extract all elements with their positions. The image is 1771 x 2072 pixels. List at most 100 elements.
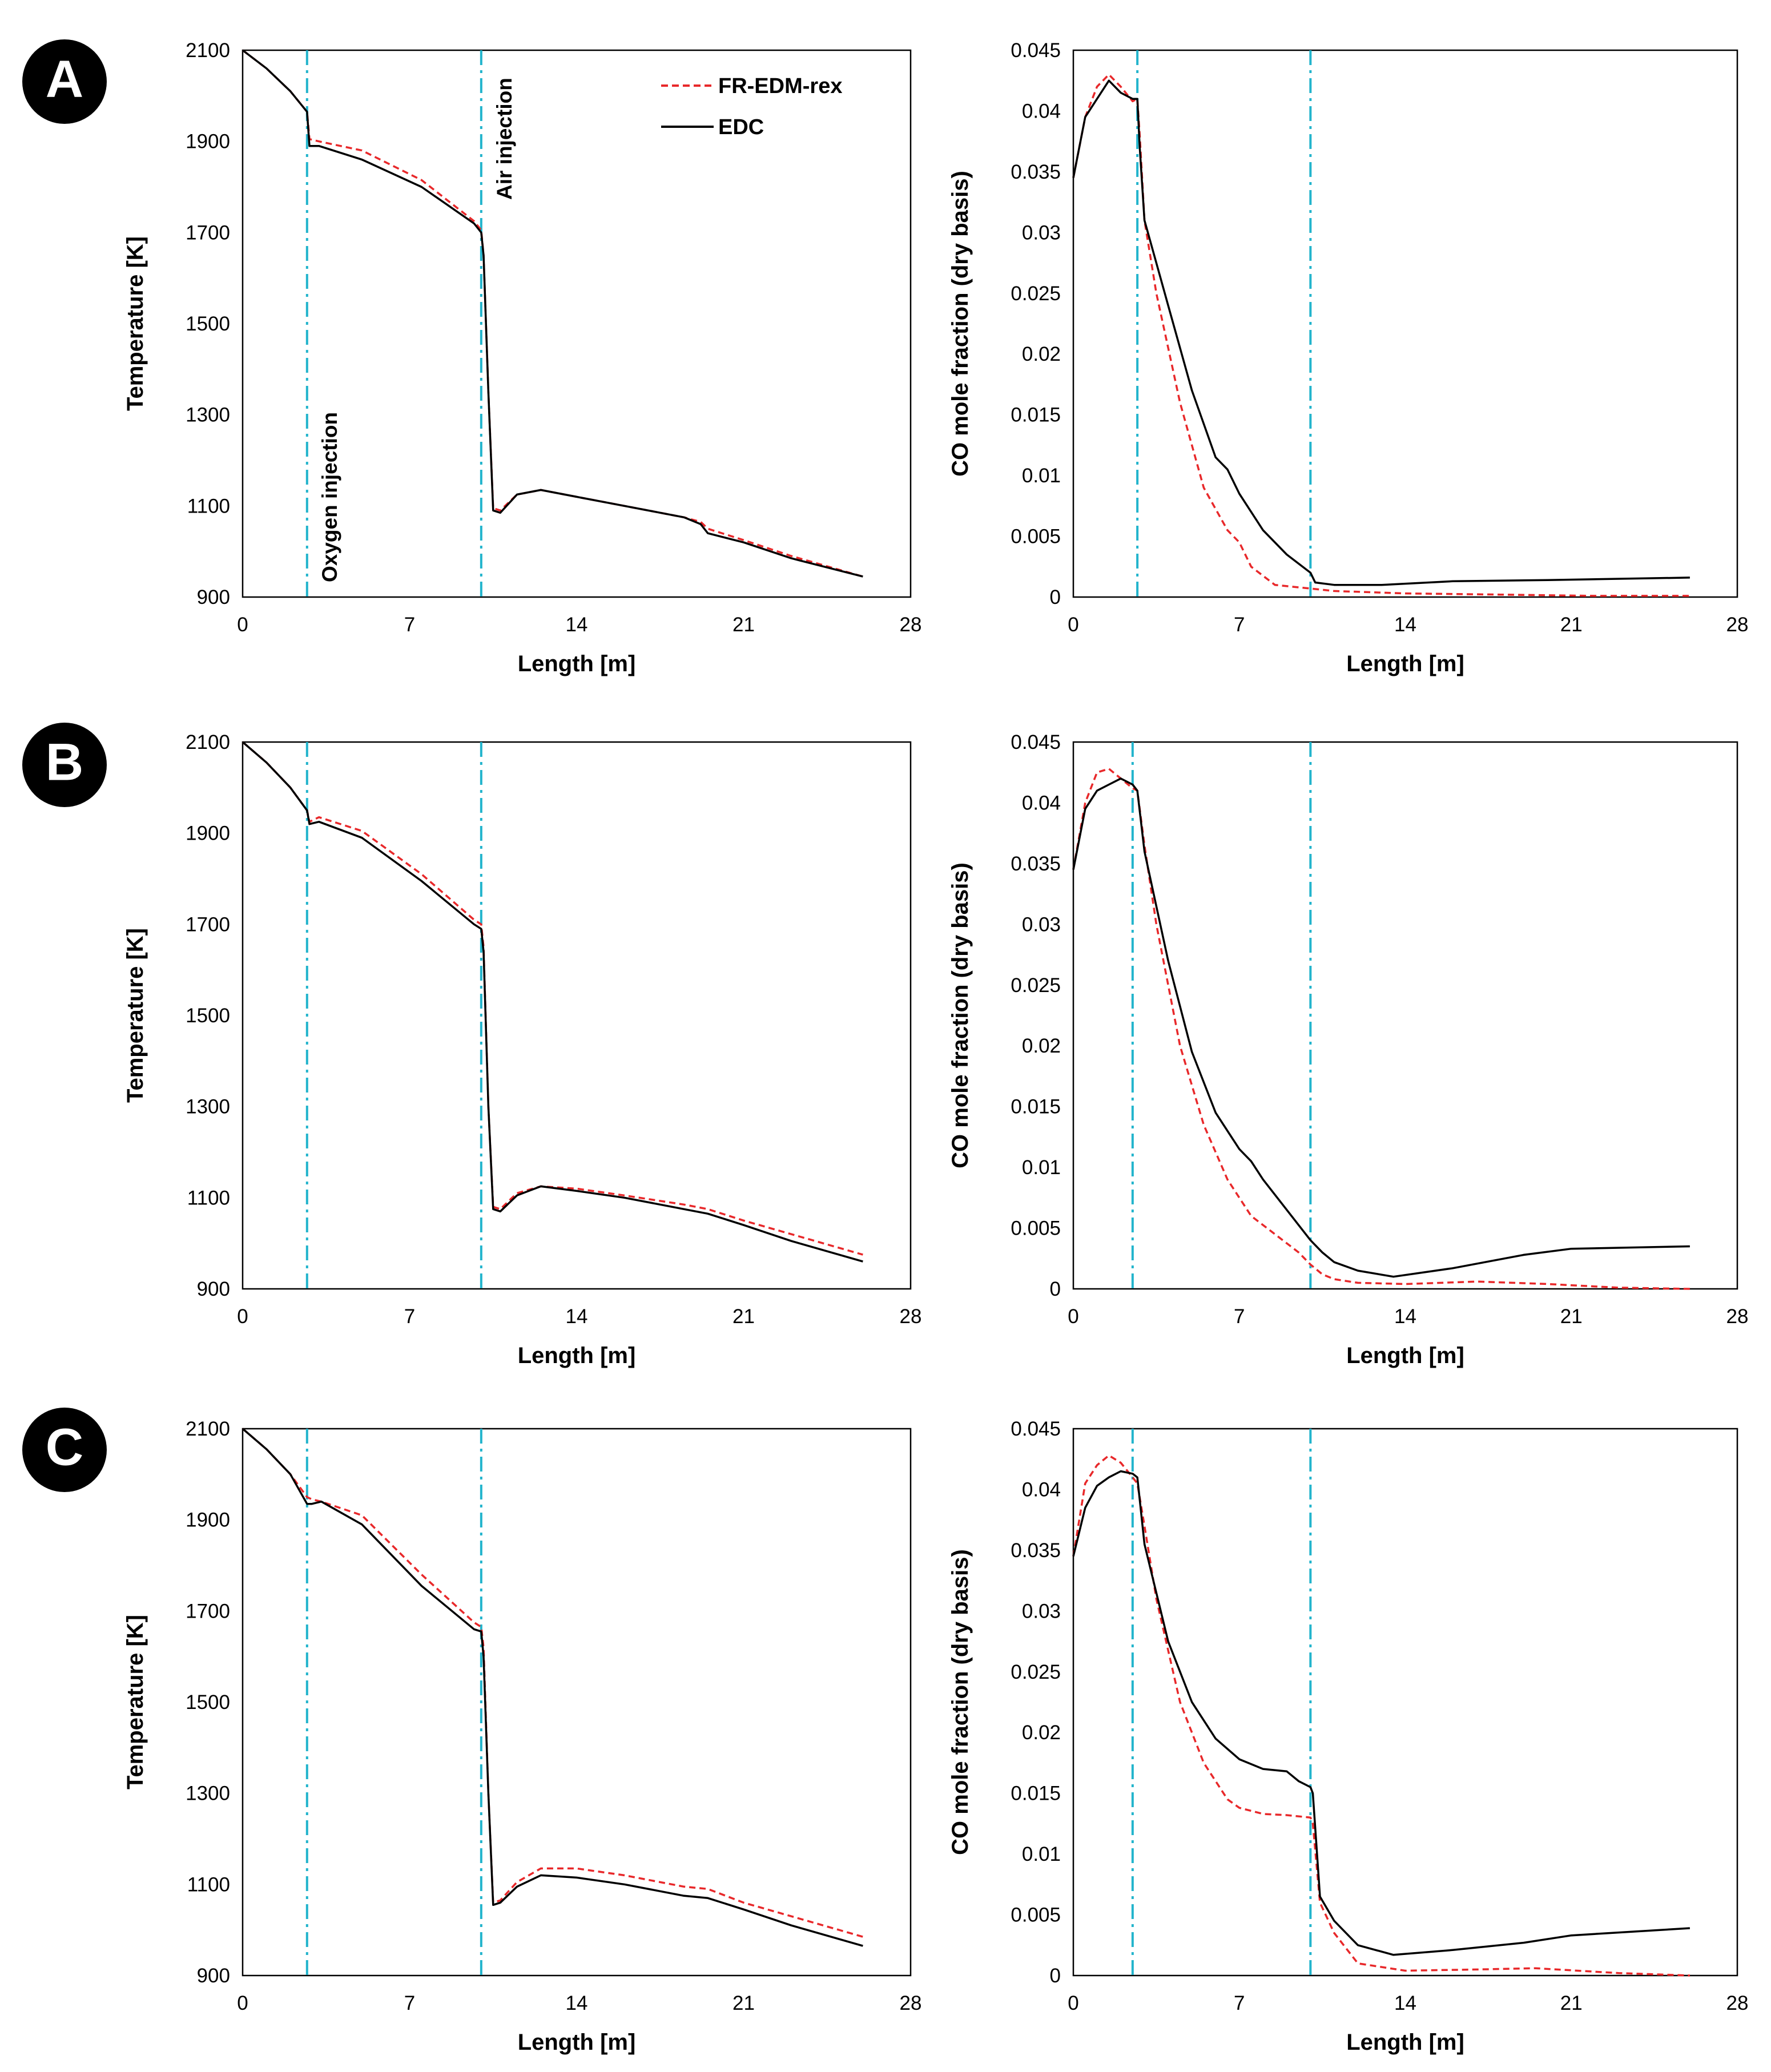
x-tick-label: 0 — [237, 1992, 248, 2014]
y-tick-label: 1300 — [186, 1096, 230, 1118]
x-tick-label: 28 — [1726, 1992, 1749, 2014]
series-line-edc — [1072, 777, 1690, 1278]
y-axis-label: Temperature [K] — [123, 1615, 148, 1789]
series-line-edc — [1072, 1470, 1690, 1956]
x-tick-label: 7 — [404, 1305, 415, 1328]
y-tick-label: 0.04 — [1022, 792, 1061, 814]
x-tick-label: 0 — [237, 1305, 248, 1328]
y-tick-label: 2100 — [186, 731, 230, 753]
y-tick-label: 0.035 — [1011, 1539, 1061, 1562]
series-line-fr-edm-rex — [1072, 768, 1690, 1290]
chart-a-temperature: 900 1100 1300 1500 1700 1900 2100 0 7 14 21 28 Lengt… — [123, 39, 921, 676]
y-tick-label: 0 — [1050, 1278, 1061, 1300]
y-tick-label: 0.015 — [1011, 1783, 1061, 1805]
x-axis-label: Length [m] — [1346, 651, 1464, 676]
y-axis-label: CO mole fraction (dry basis) — [948, 171, 973, 477]
y-tick-label: 0.02 — [1022, 343, 1061, 365]
y-tick-label: 0.01 — [1022, 465, 1061, 487]
y-axis-label: Temperature [K] — [123, 928, 148, 1103]
x-tick-label: 21 — [732, 1305, 755, 1328]
y-tick-label: 1500 — [186, 1691, 230, 1714]
y-tick-label: 0.04 — [1022, 1478, 1061, 1501]
y-tick-label: 0.035 — [1011, 853, 1061, 875]
x-axis-label: Length [m] — [518, 1343, 636, 1368]
y-tick-label: 0.03 — [1022, 221, 1061, 244]
panel-badge-b: B — [22, 723, 107, 807]
series-line-fr-edm-rex — [242, 1428, 863, 1938]
x-tick-label: 21 — [732, 1992, 755, 2014]
x-tick-label: 28 — [1726, 614, 1749, 636]
y-tick-label: 0.015 — [1011, 1096, 1061, 1118]
x-tick-label: 0 — [237, 614, 248, 636]
x-tick-label: 7 — [1234, 1992, 1245, 2014]
y-tick-label: 0.03 — [1022, 913, 1061, 936]
badge-circle — [22, 1408, 107, 1492]
y-tick-label: 1900 — [186, 823, 230, 845]
x-tick-label: 21 — [1560, 614, 1583, 636]
badge-letter: A — [46, 50, 83, 108]
legend-label-edc: EDC — [718, 115, 764, 139]
chart-c-temperature: 900 1100 1300 1500 1700 1900 2100 0 7 14 21 28 Lengt… — [123, 1418, 921, 2055]
y-tick-label: 1100 — [187, 495, 230, 517]
y-tick-label: 0.045 — [1011, 39, 1061, 62]
plot-frame — [1072, 1428, 1738, 1977]
x-tick-label: 7 — [1234, 1305, 1245, 1328]
badge-circle — [22, 39, 107, 124]
y-tick-label: 0.04 — [1022, 100, 1061, 122]
y-tick-label: 1500 — [186, 1005, 230, 1027]
panel-badge-c: C — [22, 1408, 107, 1492]
chart-a-co-fraction: 0 0.005 0.01 0.015 0.02 0.025 0.03 0.035 0.04 0.0… — [948, 39, 1748, 676]
y-tick-label: 2100 — [186, 39, 230, 62]
y-tick-label: 1900 — [186, 1509, 230, 1531]
y-tick-label: 0.025 — [1011, 283, 1061, 305]
badge-circle — [22, 723, 107, 807]
y-tick-label: 1300 — [186, 1783, 230, 1805]
x-tick-label: 28 — [1726, 1305, 1749, 1328]
x-tick-label: 21 — [1560, 1305, 1583, 1328]
y-tick-label: 1700 — [186, 1600, 230, 1622]
y-tick-label: 0.005 — [1011, 526, 1061, 548]
y-tick-label: 1700 — [186, 221, 230, 244]
x-axis-label: Length [m] — [518, 651, 636, 676]
y-tick-label: 2100 — [186, 1418, 230, 1440]
y-axis-label: Temperature [K] — [123, 236, 148, 411]
x-tick-label: 21 — [1560, 1992, 1583, 2014]
x-tick-label: 14 — [566, 1992, 588, 2014]
y-tick-label: 900 — [197, 1965, 230, 1987]
series-line-fr-edm-rex — [1072, 1454, 1690, 1977]
chart-b-temperature: 900 1100 1300 1500 1700 1900 2100 0 7 14 21 28 Lengt… — [123, 731, 921, 1368]
y-axis-label: CO mole fraction (dry basis) — [948, 1549, 973, 1855]
y-tick-label: 900 — [197, 586, 230, 608]
x-tick-label: 0 — [1068, 614, 1078, 636]
plot-frame — [242, 49, 912, 598]
y-tick-label: 0.01 — [1022, 1843, 1061, 1865]
x-tick-label: 14 — [1394, 1992, 1416, 2014]
x-tick-label: 7 — [404, 1992, 415, 2014]
plot-frame — [242, 1428, 912, 1977]
series-line-edc — [242, 741, 863, 1263]
x-tick-label: 21 — [732, 614, 755, 636]
x-tick-label: 7 — [1234, 614, 1245, 636]
badge-letter: B — [46, 733, 83, 791]
y-tick-label: 1100 — [187, 1873, 230, 1896]
y-tick-label: 1900 — [186, 131, 230, 153]
y-axis-label: CO mole fraction (dry basis) — [948, 862, 973, 1168]
series-line-edc — [1072, 79, 1690, 586]
x-tick-label: 14 — [566, 1305, 588, 1328]
x-tick-label: 28 — [900, 614, 922, 636]
y-tick-label: 0.045 — [1011, 731, 1061, 753]
chart-b-co-fraction: 0 0.005 0.01 0.015 0.02 0.025 0.03 0.035 0.04 0.0… — [948, 731, 1748, 1368]
x-tick-label: 14 — [1394, 614, 1416, 636]
oxygen-injection-label: Oxygen injection — [318, 412, 341, 582]
plot-frame — [1072, 741, 1738, 1290]
air-injection-label: Air injection — [493, 78, 516, 200]
x-tick-label: 28 — [900, 1305, 922, 1328]
y-tick-label: 0.02 — [1022, 1722, 1061, 1744]
plot-frame — [242, 741, 912, 1290]
legend: FR-EDM-rex EDC — [661, 74, 842, 139]
y-tick-label: 1500 — [186, 313, 230, 335]
y-tick-label: 0.03 — [1022, 1600, 1061, 1622]
chart-c-co-fraction: 0 0.005 0.01 0.015 0.02 0.025 0.03 0.035 0.04 0.0… — [948, 1418, 1748, 2055]
y-tick-label: 900 — [197, 1278, 230, 1300]
